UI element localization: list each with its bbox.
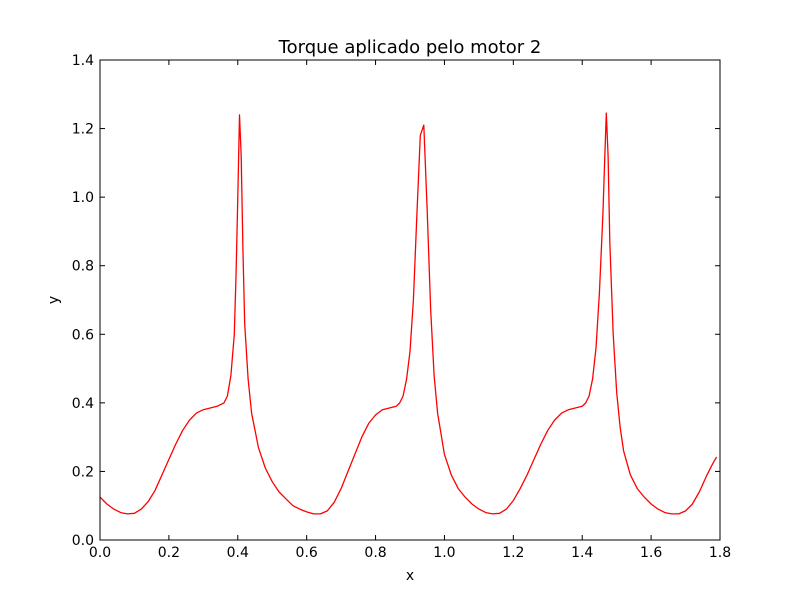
plot-frame [99,59,721,541]
x-tick-label: 1.0 [433,545,455,561]
x-tick-label: 1.8 [709,545,731,561]
y-tick-label: 1.4 [72,53,94,69]
x-tick-label: 1.2 [502,545,524,561]
x-tick-label: 0.2 [158,545,180,561]
series-line [99,112,718,515]
x-axis-ticks: 0.0 0.2 0.4 0.6 0.8 1.0 1.2 1.4 1.6 1.8 [89,60,731,561]
y-tick-label: 1.2 [72,122,94,138]
chart-title: Torque aplicado pelo motor 2 [278,37,542,58]
y-tick-label: 0.4 [72,396,94,412]
x-tick-label: 0.6 [296,545,318,561]
y-tick-label: 0.6 [72,327,94,343]
plot-area [99,112,718,515]
y-tick-label: 1.0 [72,190,94,206]
x-tick-label: 0.4 [227,545,249,561]
x-tick-label: 0.8 [364,545,386,561]
x-axis-label: x [406,568,414,584]
y-tick-label: 0.8 [72,259,94,275]
x-tick-label: 1.4 [571,545,593,561]
x-tick-label: 1.6 [640,545,662,561]
y-tick-label: 0.2 [72,464,94,480]
y-axis-label: y [46,296,62,304]
y-tick-label: 0.0 [72,533,94,549]
y-axis-ticks: 0.0 0.2 0.4 0.6 0.8 1.0 1.2 1.4 [72,53,720,549]
x-tick-label: 0.0 [89,545,111,561]
